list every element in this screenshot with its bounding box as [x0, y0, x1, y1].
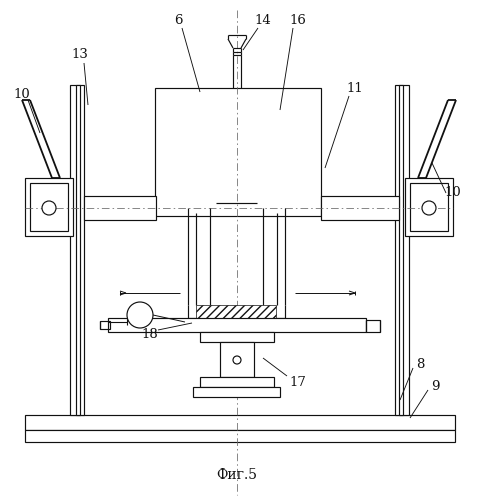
Text: 11: 11 — [347, 82, 363, 94]
Circle shape — [233, 356, 241, 364]
Bar — [220, 342, 254, 377]
Text: 8: 8 — [416, 358, 424, 372]
Text: 10: 10 — [445, 186, 461, 200]
Text: 18: 18 — [141, 328, 158, 342]
Text: 17: 17 — [290, 376, 306, 388]
Circle shape — [422, 201, 436, 215]
Bar — [25, 430, 455, 442]
Bar — [366, 320, 380, 332]
Bar — [25, 178, 73, 236]
Bar — [395, 85, 409, 415]
Text: 9: 9 — [431, 380, 439, 394]
Text: 6: 6 — [174, 14, 182, 26]
Bar — [200, 377, 274, 387]
Text: 13: 13 — [72, 48, 88, 62]
Bar — [25, 415, 455, 430]
Bar — [410, 183, 448, 231]
Bar — [108, 318, 366, 332]
Text: 10: 10 — [14, 88, 31, 102]
Bar — [321, 196, 399, 220]
Bar — [200, 332, 274, 342]
Bar — [100, 321, 110, 329]
Bar — [76, 85, 80, 415]
Circle shape — [127, 302, 153, 328]
Bar — [405, 178, 453, 236]
Circle shape — [42, 201, 56, 215]
Text: 14: 14 — [255, 14, 272, 26]
Bar — [155, 88, 321, 216]
Text: Фиг.5: Фиг.5 — [217, 468, 258, 482]
Bar — [70, 85, 84, 415]
Bar — [196, 305, 276, 318]
Bar — [84, 196, 156, 220]
Text: 16: 16 — [290, 14, 306, 26]
Bar — [30, 183, 68, 231]
Bar — [399, 85, 403, 415]
Bar — [193, 387, 280, 397]
